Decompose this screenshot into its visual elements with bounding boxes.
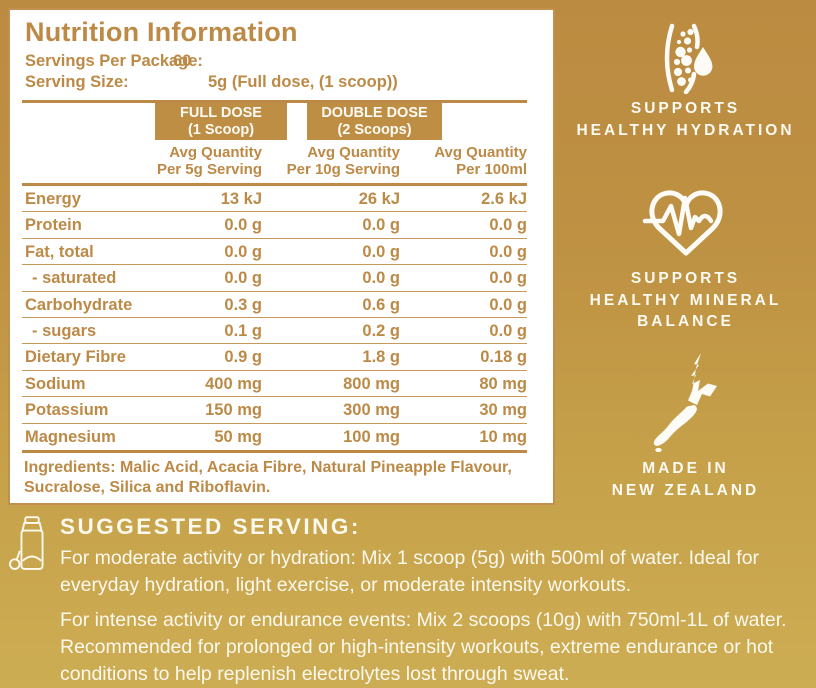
- table-row-dietary-fibre: Dietary Fibre 0.9 g 1.8 g 0.18 g: [22, 344, 527, 371]
- suggested-serving-section: SUGGESTED SERVING: For moderate activity…: [0, 505, 816, 688]
- serving-size-value: 5g (Full dose, (1 scoop)): [208, 73, 398, 91]
- heart-pulse-icon: [642, 190, 723, 256]
- full-dose-header: FULL DOSE (1 Scoop): [155, 103, 287, 140]
- badge-hydration: SUPPORTS HEALTHY HYDRATION: [555, 22, 816, 141]
- servings-per-package-label: Servings Per Package:: [25, 52, 203, 70]
- qty-header-5g: Avg Quantity Per 5g Serving: [156, 144, 262, 178]
- quantity-header-row: Avg Quantity Per 5g Serving Avg Quantity…: [22, 140, 527, 183]
- table-row-energy: Energy 13 kJ 26 kJ 2.6 kJ: [22, 186, 527, 213]
- table-row-saturated: - saturated 0.0 g 0.0 g 0.0 g: [22, 265, 527, 292]
- qty-header-10g: Avg Quantity Per 10g Serving: [286, 144, 400, 178]
- benefit-badges: SUPPORTS HEALTHY HYDRATION SUPPORTS HEAL…: [555, 0, 816, 505]
- shaker-bottle-icon: [9, 516, 44, 570]
- full-dose-line2: (1 Scoop): [187, 121, 255, 138]
- badge-hydration-caption: SUPPORTS HEALTHY HYDRATION: [576, 100, 795, 139]
- table-row-magnesium: Magnesium 50 mg 100 mg 10 mg: [25, 427, 527, 446]
- dose-header-row: FULL DOSE (1 Scoop) DOUBLE DOSE (2 Scoop…: [22, 103, 527, 140]
- double-dose-line1: DOUBLE DOSE: [321, 105, 428, 121]
- divider: [22, 100, 527, 103]
- nutrition-panel: Nutrition Information Servings Per Packa…: [8, 8, 555, 505]
- new-zealand-map-icon: [653, 353, 717, 452]
- ingredients-text: Ingredients: Malic Acid, Acacia Fibre, N…: [24, 458, 512, 497]
- qty-header-100ml: Avg Quantity Per 100ml: [434, 144, 527, 178]
- serving-info: Servings Per Package: 60 Serving Size: 5…: [25, 51, 539, 93]
- hydration-icon: [664, 23, 712, 94]
- suggested-serving-heading: SUGGESTED SERVING:: [60, 514, 361, 539]
- table-row-potassium: Potassium 150 mg 300 mg 30 mg: [22, 397, 527, 424]
- servings-per-package-value: 60: [173, 52, 192, 70]
- table-row-protein: Protein 0.0 g 0.0 g 0.0 g: [22, 212, 527, 239]
- table-row-sodium: Sodium 400 mg 800 mg 80 mg: [22, 371, 527, 398]
- badge-made-in-nz: MADE IN NEW ZEALAND: [555, 352, 816, 501]
- table-row-carbohydrate: Carbohydrate 0.3 g 0.6 g 0.0 g: [22, 292, 527, 318]
- divider: [22, 449, 527, 453]
- badge-mineral-balance: SUPPORTS HEALTHY MINERAL BALANCE: [555, 183, 816, 333]
- double-dose-header: DOUBLE DOSE (2 Scoops): [307, 103, 442, 140]
- badge-mineral-caption: SUPPORTS HEALTHY MINERAL BALANCE: [589, 270, 782, 330]
- serving-size-label: Serving Size:: [25, 73, 129, 91]
- nutrition-table: FULL DOSE (1 Scoop) DOUBLE DOSE (2 Scoop…: [22, 100, 527, 453]
- badge-nz-caption: MADE IN NEW ZEALAND: [611, 460, 760, 499]
- servings-per-package-row: Servings Per Package: 60: [25, 51, 539, 72]
- intense-activity-text: For intense activity or endurance events…: [60, 609, 787, 685]
- moderate-activity-text: For moderate activity or hydration: Mix …: [60, 547, 760, 596]
- divider: [22, 183, 527, 186]
- full-dose-line1: FULL DOSE: [180, 105, 262, 121]
- panel-title: Nutrition Information: [25, 17, 298, 47]
- table-row-sugars: - sugars 0.1 g 0.2 g 0.0 g: [22, 318, 527, 345]
- serving-size-row: Serving Size: 5g (Full dose, (1 scoop)): [25, 72, 539, 93]
- double-dose-line2: (2 Scoops): [337, 121, 412, 138]
- table-row-fat-total: Fat, total 0.0 g 0.0 g 0.0 g: [22, 239, 527, 266]
